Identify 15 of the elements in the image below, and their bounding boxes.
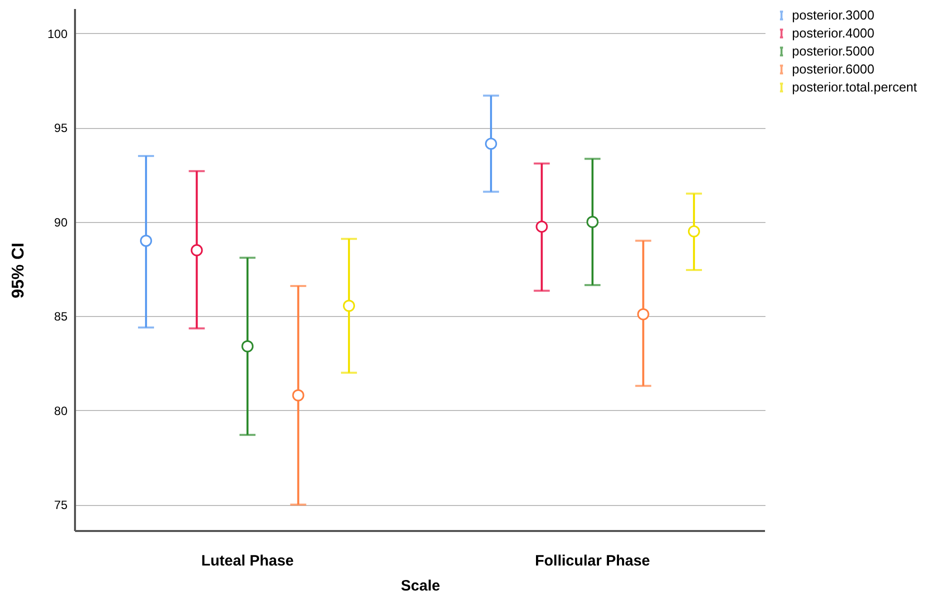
y-tick-label: 95 bbox=[54, 121, 68, 136]
legend-label: posterior.4000 bbox=[792, 26, 874, 40]
x-tick-label: Follicular Phase bbox=[534, 552, 650, 570]
x-tick-label: Luteal Phase bbox=[201, 552, 294, 570]
x-axis-title: Scale bbox=[400, 578, 440, 594]
y-axis-title: 95% CI bbox=[8, 242, 28, 298]
y-tick-label: 90 bbox=[54, 215, 68, 230]
legend-label: posterior.6000 bbox=[792, 62, 874, 76]
y-tick-label: 100 bbox=[47, 27, 68, 41]
legend-label: posterior.5000 bbox=[792, 44, 874, 58]
y-tick-label: 75 bbox=[54, 498, 68, 512]
y-tick-label: 80 bbox=[54, 404, 68, 418]
y-tick-label: 85 bbox=[54, 310, 68, 324]
legend-label: posterior.total.percent bbox=[792, 80, 918, 94]
legend-label: posterior.3000 bbox=[792, 8, 874, 22]
